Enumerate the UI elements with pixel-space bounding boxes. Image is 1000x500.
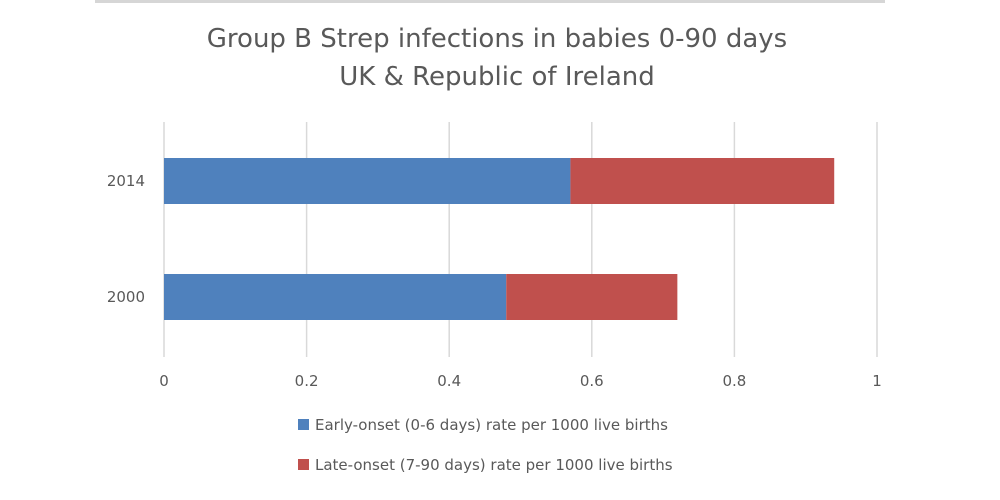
top-border xyxy=(95,0,885,3)
x-tick-label-1: 0.2 xyxy=(295,372,319,390)
x-tick-label-5: 1 xyxy=(872,372,882,390)
y-tick-label-2000: 2000 xyxy=(107,288,145,306)
x-axis-labels: 0 0.2 0.4 0.6 0.8 1 xyxy=(159,372,882,390)
bars xyxy=(164,158,835,320)
legend-label-1: Late-onset (7-90 days) rate per 1000 liv… xyxy=(315,456,673,474)
bar-2000-series-1 xyxy=(506,274,678,320)
legend-label-0: Early-onset (0-6 days) rate per 1000 liv… xyxy=(315,416,668,434)
x-tick-label-2: 0.4 xyxy=(437,372,461,390)
bar-2014-series-1 xyxy=(570,158,835,204)
x-tick-label-0: 0 xyxy=(159,372,169,390)
x-tick-label-4: 0.8 xyxy=(722,372,746,390)
bar-2014-series-0 xyxy=(164,158,571,204)
legend-swatch-0 xyxy=(298,419,309,430)
chart-title: Group B Strep infections in babies 0-90 … xyxy=(207,24,787,92)
x-tick-label-3: 0.6 xyxy=(580,372,604,390)
title-line-1: Group B Strep infections in babies 0-90 … xyxy=(207,24,787,54)
legend: Early-onset (0-6 days) rate per 1000 liv… xyxy=(298,416,673,474)
legend-swatch-1 xyxy=(298,459,309,470)
gridlines xyxy=(163,122,878,357)
bar-2000-series-0 xyxy=(164,274,507,320)
y-axis-labels: 2014 2000 xyxy=(107,172,145,306)
title-line-2: UK & Republic of Ireland xyxy=(339,62,655,92)
y-tick-label-2014: 2014 xyxy=(107,172,145,190)
